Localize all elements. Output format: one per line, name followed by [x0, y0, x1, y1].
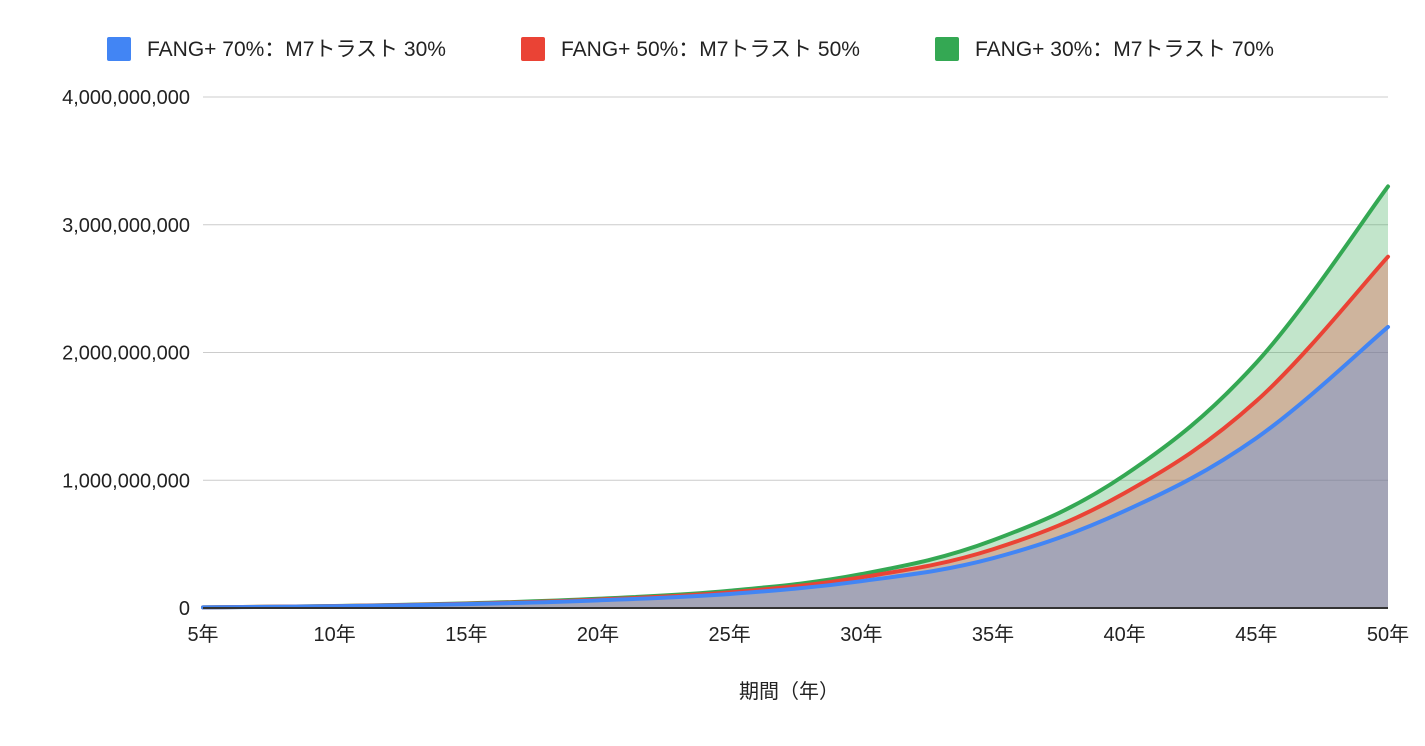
x-axis-title: 期間（年） [739, 680, 839, 703]
x-tick-label: 25年 [709, 623, 751, 646]
series-area [203, 186, 1388, 609]
x-tick-label: 20年 [577, 623, 619, 646]
legend: FANG+ 70%：M7トラスト 30% FANG+ 50%：M7トラスト 50%… [107, 37, 1274, 61]
axes: 0 1,000,000,000 2,000,000,000 3,000,000,000… [62, 87, 1409, 646]
series-area [203, 256, 1388, 608]
x-tick-label: 30年 [840, 623, 882, 646]
legend-swatch [935, 37, 959, 61]
y-tick-label: 1,000,000,000 [62, 470, 190, 492]
legend-item: FANG+ 50%：M7トラスト 50% [521, 37, 860, 61]
legend-swatch [521, 37, 545, 61]
x-tick-label: 35年 [972, 623, 1014, 646]
legend-label: FANG+ 50%：M7トラスト 50% [561, 38, 860, 61]
x-tick-label: 45年 [1235, 623, 1277, 646]
x-tick-label: 40年 [1104, 623, 1146, 646]
y-tick-label: 0 [179, 598, 190, 620]
series-line [201, 324, 1390, 610]
legend-item: FANG+ 70%：M7トラスト 30% [107, 37, 446, 61]
x-tick-label: 5年 [187, 623, 218, 646]
series-lines [201, 184, 1390, 610]
x-tick-label: 10年 [314, 623, 356, 646]
legend-label: FANG+ 30%：M7トラスト 70% [975, 38, 1274, 61]
x-tick-label: 50年 [1367, 623, 1409, 646]
series-areas [203, 186, 1388, 609]
series-area [203, 326, 1388, 608]
y-tick-label: 4,000,000,000 [62, 87, 190, 109]
legend-item: FANG+ 30%：M7トラスト 70% [935, 37, 1274, 61]
y-tick-label: 3,000,000,000 [62, 215, 190, 237]
legend-label: FANG+ 70%：M7トラスト 30% [147, 38, 446, 61]
x-tick-label: 15年 [445, 623, 487, 646]
y-tick-label: 2,000,000,000 [62, 343, 190, 365]
legend-swatch [107, 37, 131, 61]
